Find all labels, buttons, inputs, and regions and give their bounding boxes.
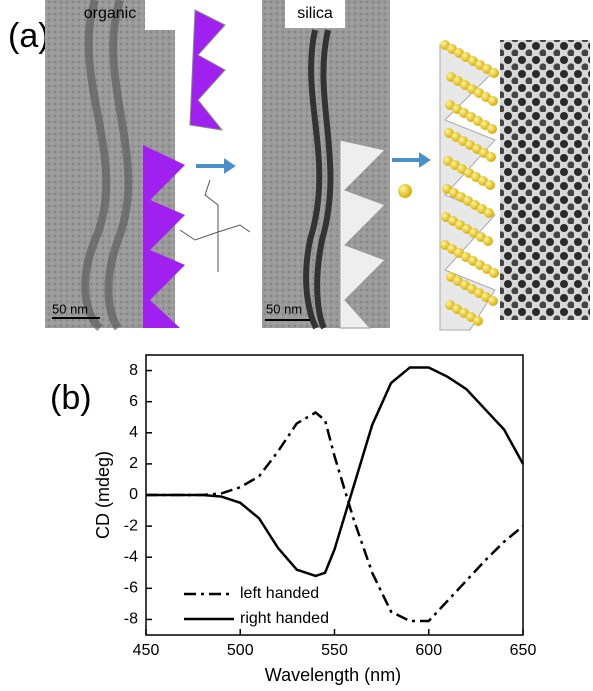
- label-box: [285, 0, 345, 28]
- panel-label: (b): [50, 379, 92, 417]
- y-tick-label: 0: [129, 486, 138, 503]
- gold-particle: [486, 152, 496, 162]
- gold-particle: [489, 268, 499, 278]
- image-label: organic: [84, 5, 136, 22]
- gold-nanoparticle: [398, 184, 412, 198]
- y-tick-label: 8: [129, 362, 138, 379]
- label-box: [145, 0, 177, 30]
- y-tick-label: 6: [129, 393, 138, 410]
- helix-fiber: [303, 29, 334, 330]
- tem-image: [500, 40, 590, 320]
- helix-fiber: [81, 0, 133, 332]
- organic-helix: [143, 145, 185, 328]
- gold-particle: [488, 96, 498, 106]
- x-tick-label: 550: [321, 642, 348, 659]
- arrow: [392, 152, 431, 168]
- arrow: [196, 158, 236, 174]
- gold-particles: [440, 40, 499, 326]
- y-tick-label: -8: [124, 611, 138, 628]
- scale-label: 50 nm: [52, 301, 88, 316]
- y-tick-label: -2: [124, 517, 138, 534]
- gold-particle: [484, 208, 494, 218]
- gold-particle: [488, 296, 498, 306]
- legend-label: left handed: [240, 585, 319, 602]
- x-tick-label: 650: [510, 642, 537, 659]
- gold-helix: [439, 44, 496, 331]
- y-tick-label: -4: [124, 548, 138, 565]
- image-label: silica: [297, 5, 333, 22]
- y-tick-label: 4: [129, 424, 138, 441]
- gold-particle: [489, 68, 499, 78]
- gold-particle: [485, 180, 495, 190]
- data-line: [146, 411, 524, 623]
- organic-helix-small: [189, 9, 226, 131]
- silica-helix: [339, 139, 386, 329]
- panel-label: (a): [8, 17, 50, 55]
- gold-particle: [473, 316, 483, 326]
- scale-label: 50 nm: [266, 301, 302, 316]
- y-axis-label: CD (mdeg): [93, 451, 113, 539]
- gold-particle: [487, 124, 497, 134]
- data-line: [146, 366, 525, 578]
- legend-label: right handed: [240, 610, 329, 627]
- x-axis-label: Wavelength (nm): [265, 665, 401, 685]
- gold-particle: [483, 236, 493, 246]
- y-tick-label: 2: [129, 455, 138, 472]
- teos-molecule: [179, 179, 251, 272]
- y-tick-label: -6: [124, 580, 138, 597]
- x-tick-label: 600: [415, 642, 442, 659]
- x-tick-label: 450: [133, 642, 160, 659]
- x-tick-label: 500: [227, 642, 254, 659]
